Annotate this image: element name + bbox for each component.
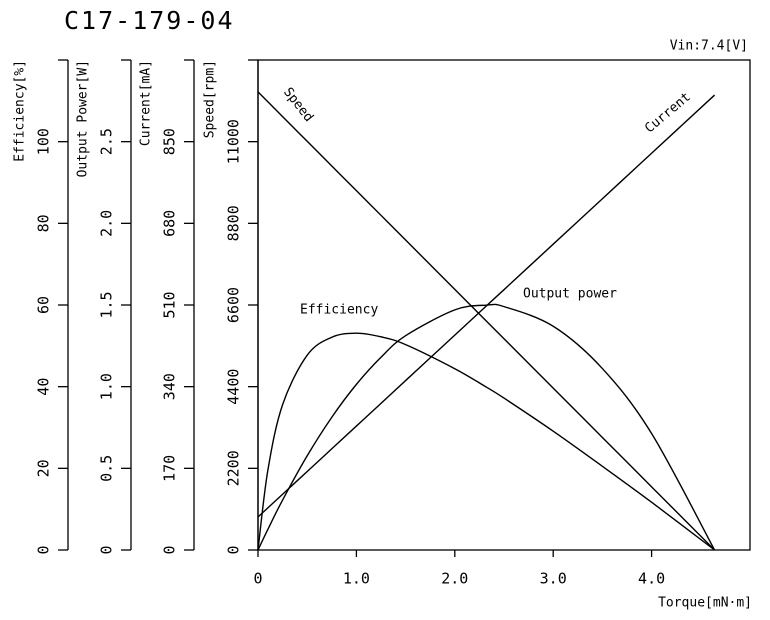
x-tick-label: 2.0 [441, 570, 468, 588]
series-line [257, 91, 716, 551]
y-tick-label: 680 [161, 210, 179, 237]
chart-title: C17-179-04 [64, 6, 235, 35]
y-tick-label: 2.5 [98, 128, 116, 155]
y-tick-label: 6600 [225, 287, 243, 323]
y-tick-label: 0 [98, 545, 116, 554]
y-tick-label: 1.5 [98, 291, 116, 318]
series-line [257, 303, 716, 551]
y-tick-label: 850 [161, 128, 179, 155]
x-tick-label: 3.0 [540, 570, 567, 588]
y-tick-label: 8800 [225, 205, 243, 241]
y-tick-label: 0.5 [98, 455, 116, 482]
y-tick-label: 170 [161, 455, 179, 482]
y-tick-label: 100 [35, 128, 53, 155]
x-tick-label: 1.0 [343, 570, 370, 588]
chart-subtitle: Vin:7.4[V] [670, 39, 748, 54]
y-tick-label: 2200 [225, 450, 243, 486]
series-line [257, 94, 716, 518]
x-axis-label: Torque[mN·m] [658, 596, 752, 611]
y-axis-label: Speed[rpm] [203, 60, 218, 138]
series-label: Current [642, 90, 694, 137]
y-tick-label: 4400 [225, 369, 243, 405]
y-tick-label: 80 [35, 214, 53, 232]
y-tick-label: 510 [161, 291, 179, 318]
y-tick-label: 0 [225, 545, 243, 554]
x-tick-label: 0 [253, 570, 262, 588]
y-tick-label: 1.0 [98, 373, 116, 400]
y-tick-label: 11000 [225, 119, 243, 164]
y-axis-label: Current[mA] [139, 60, 154, 146]
y-tick-label: 20 [35, 459, 53, 477]
y-axis-label: Output Power[W] [76, 60, 91, 177]
y-axis-label: Efficiency[%] [13, 60, 28, 162]
y-tick-label: 340 [161, 373, 179, 400]
series-line [257, 332, 715, 551]
y-tick-label: 60 [35, 296, 53, 314]
series-label: Efficiency [300, 303, 378, 318]
y-tick-label: 0 [35, 545, 53, 554]
y-tick-label: 40 [35, 378, 53, 396]
y-tick-label: 0 [161, 545, 179, 554]
x-tick-label: 4.0 [638, 570, 665, 588]
series-label: Output power [523, 287, 617, 302]
y-tick-label: 2.0 [98, 210, 116, 237]
